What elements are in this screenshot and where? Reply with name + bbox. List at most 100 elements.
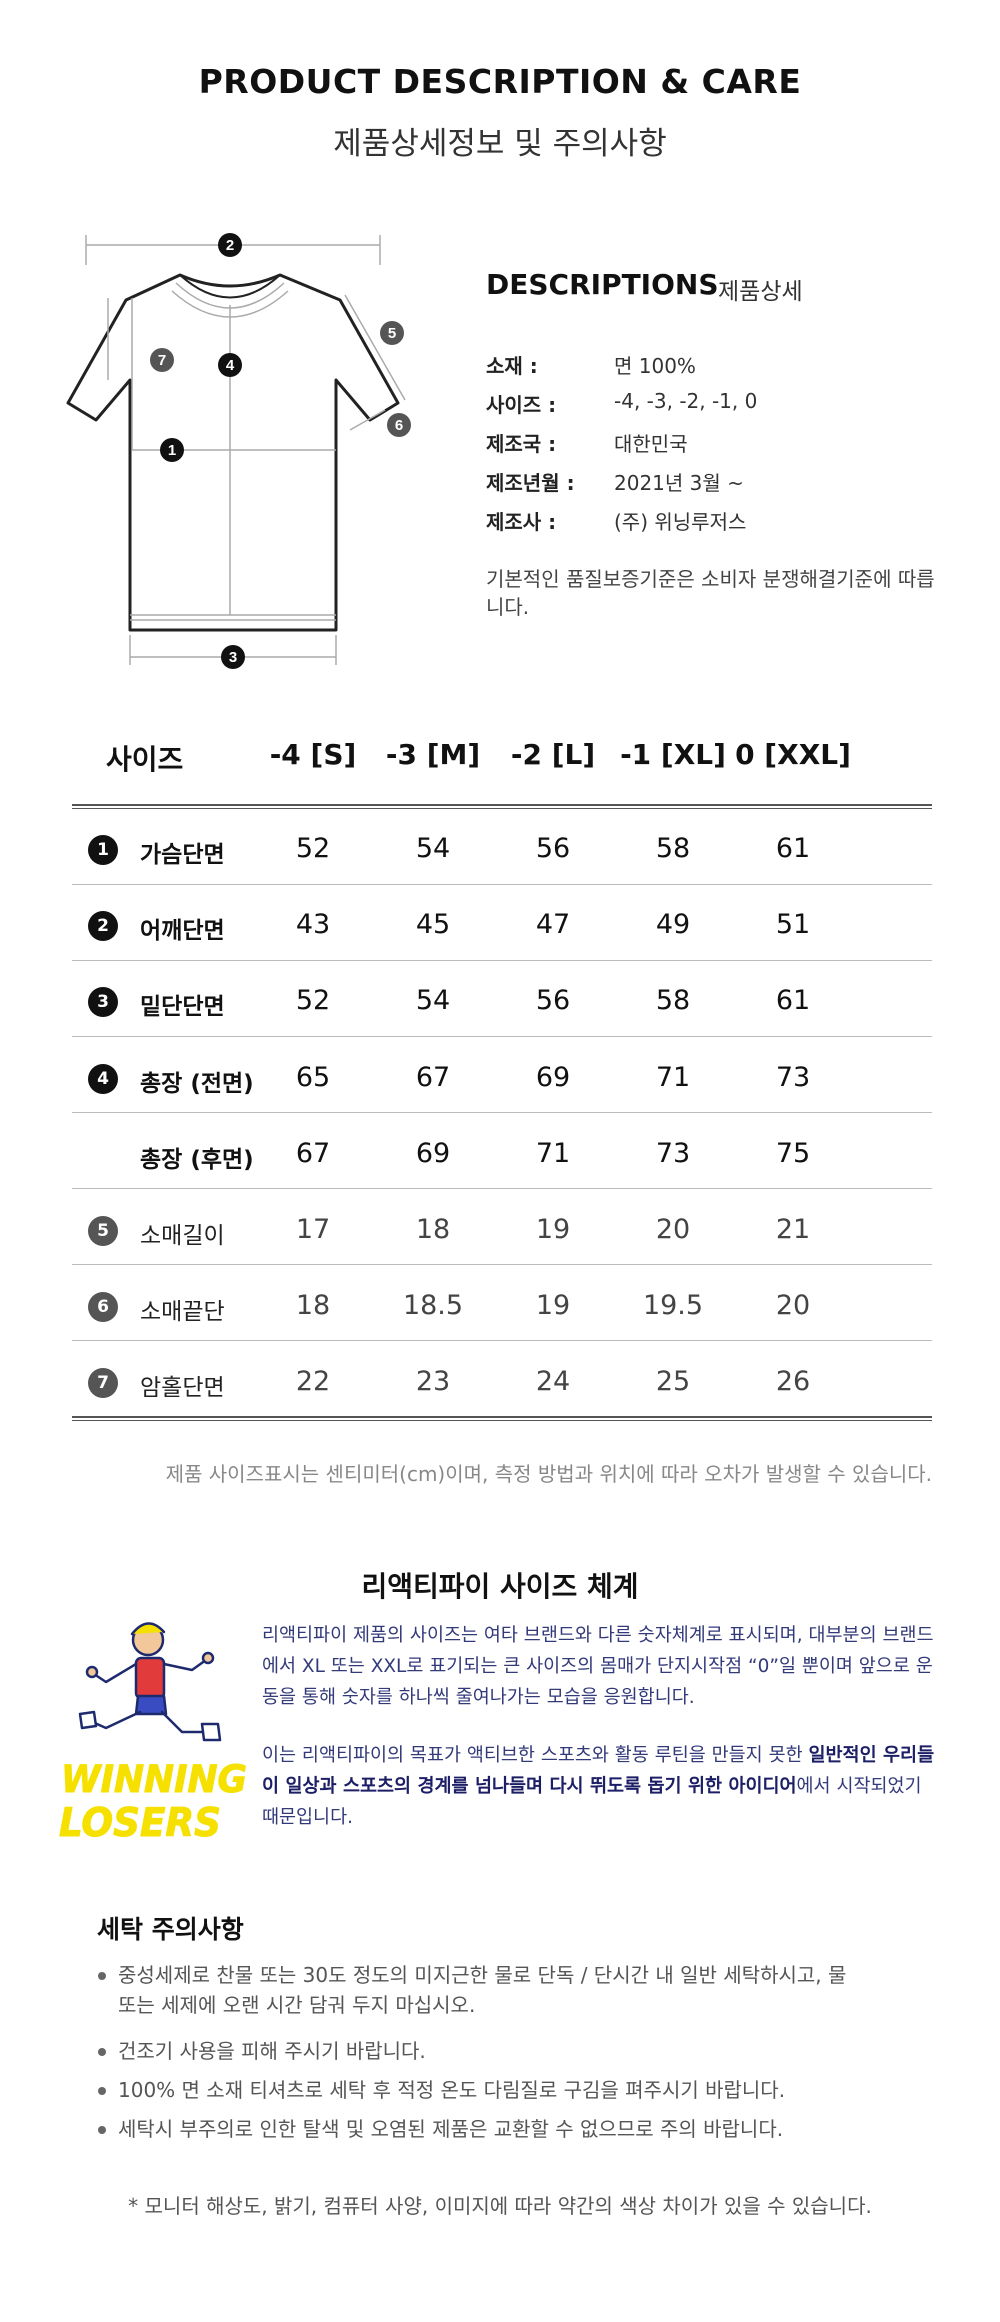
cell: 49 — [655, 909, 691, 940]
row-divider — [72, 1264, 932, 1265]
row-divider — [72, 1112, 932, 1113]
marker-3-label: 3 — [229, 649, 237, 666]
svg-text:LOSERS: LOSERS — [59, 1801, 221, 1846]
row-label-sleeve-opening: 소매끝단 — [140, 1299, 225, 1325]
bullet-icon — [98, 2126, 106, 2134]
marker-5: 5 — [380, 321, 404, 345]
row-marker: 3 — [88, 987, 118, 1017]
care-title: 세탁 주의사항 — [97, 1915, 244, 1944]
size-system-p2-text-end: 에서 시작되었기 때문입니다. — [262, 1776, 922, 1828]
row-divider — [72, 1340, 932, 1341]
table-header-rule — [72, 804, 932, 809]
winning-losers-logo: WINNING LOSERS — [59, 1622, 248, 1847]
marker-1-label: 1 — [168, 442, 176, 459]
cell: 71 — [655, 1062, 691, 1093]
cell: 18 — [415, 1214, 451, 1245]
spec-value-country: 대한민국 — [614, 432, 688, 456]
cell: 67 — [295, 1138, 331, 1169]
row-marker: 7 — [88, 1368, 118, 1398]
cell: 18.5 — [402, 1290, 464, 1321]
cell: 45 — [415, 909, 451, 940]
cell: 52 — [295, 833, 331, 864]
cell: 19.5 — [642, 1290, 704, 1321]
page-title: PRODUCT DESCRIPTION & CARE — [198, 62, 802, 101]
row-label-sleeve-length: 소매길이 — [140, 1223, 225, 1249]
row-divider — [72, 1036, 932, 1037]
care-item: 건조기 사용을 피해 주시기 바랍니다. — [96, 2036, 936, 2066]
care-item: 중성세제로 찬물 또는 30도 정도의 미지근한 물로 단독 / 단시간 내 일… — [96, 1960, 856, 2020]
descriptions-subheading: 제품상세 — [718, 279, 803, 305]
cell: 56 — [535, 985, 571, 1016]
marker-5-label: 5 — [388, 325, 396, 342]
bullet-icon — [98, 2048, 106, 2056]
quality-warranty-note: 기본적인 품질보증기준은 소비자 분쟁해결기준에 따릅니다. — [486, 567, 935, 619]
row-marker: 2 — [88, 911, 118, 941]
cell: 69 — [535, 1062, 571, 1093]
cell: 71 — [535, 1138, 571, 1169]
row-marker: 1 — [88, 835, 118, 865]
row-label-length-front: 총장 (전면) — [140, 1071, 254, 1097]
cell: 69 — [415, 1138, 451, 1169]
care-item: 100% 면 소재 티셔츠로 세탁 후 적정 온도 다림질로 구김을 펴주시기 … — [96, 2075, 936, 2105]
page-subtitle: 제품상세정보 및 주의사항 — [333, 126, 667, 162]
spec-value-manufactured: 2021년 3월 ~ — [614, 471, 744, 495]
cell: 20 — [655, 1214, 691, 1245]
cell: 56 — [535, 833, 571, 864]
cell: 54 — [415, 833, 451, 864]
size-system-paragraph-2: 이는 리액티파이의 목표가 액티브한 스포츠와 활동 루틴을 만들지 못한 일반… — [262, 1740, 942, 1833]
cell: 47 — [535, 909, 571, 940]
tshirt-collar — [179, 274, 281, 299]
row-divider — [72, 1188, 932, 1189]
cell: 22 — [295, 1366, 331, 1397]
size-col-xl: -1 [XL] — [620, 738, 726, 771]
marker-6-label: 6 — [395, 417, 403, 434]
cell: 75 — [775, 1138, 811, 1169]
cell: 26 — [775, 1366, 811, 1397]
row-label-chest: 가슴단면 — [140, 842, 225, 868]
color-disclaimer-note: * 모니터 해상도, 밝기, 컴퓨터 사양, 이미지에 따라 약간의 색상 차이… — [128, 2194, 872, 2218]
row-label-armhole: 암홀단면 — [140, 1375, 225, 1401]
svg-text:WINNING: WINNING — [61, 1758, 247, 1801]
marker-4-label: 4 — [226, 357, 235, 374]
cell: 23 — [415, 1366, 451, 1397]
row-marker: 6 — [88, 1292, 118, 1322]
bullet-icon — [98, 2087, 106, 2095]
spec-label-manufacturer: 제조사 : — [486, 510, 557, 534]
size-system-p2-text: 이는 리액티파이의 목표가 액티브한 스포츠와 활동 루틴을 만들지 못한 — [262, 1745, 809, 1766]
size-system-title: 리액티파이 사이즈 체계 — [361, 1570, 639, 1603]
marker-2: 2 — [218, 233, 242, 257]
size-measurement-note: 제품 사이즈표시는 센티미터(cm)이며, 측정 방법과 위치에 따라 오차가 … — [165, 1462, 932, 1486]
bullet-icon — [98, 1972, 106, 1980]
marker-7: 7 — [150, 348, 174, 372]
cell: 51 — [775, 909, 811, 940]
marker-4: 4 — [218, 353, 242, 377]
row-divider — [72, 960, 932, 961]
cell: 54 — [415, 985, 451, 1016]
spec-value-material: 면 100% — [614, 354, 696, 378]
row-label-shoulder: 어깨단면 — [140, 918, 225, 944]
marker-1: 1 — [160, 438, 184, 462]
cell: 73 — [655, 1138, 691, 1169]
cell: 25 — [655, 1366, 691, 1397]
spec-value-manufacturer: (주) 위닝루저스 — [614, 510, 747, 534]
cell: 58 — [655, 985, 691, 1016]
cell: 19 — [535, 1214, 571, 1245]
row-marker: 5 — [88, 1216, 118, 1246]
cell: 18 — [295, 1290, 331, 1321]
care-item-text: 중성세제로 찬물 또는 30도 정도의 미지근한 물로 단독 / 단시간 내 일… — [118, 1963, 847, 2017]
marker-6: 6 — [387, 413, 411, 437]
care-item-text: 건조기 사용을 피해 주시기 바랍니다. — [118, 2039, 426, 2063]
size-col-s: -4 [S] — [269, 738, 357, 771]
spec-label-size: 사이즈 : — [486, 393, 557, 417]
descriptions-heading: DESCRIPTIONS — [486, 268, 719, 301]
care-item-text: 세탁시 부주의로 인한 탈색 및 오염된 제품은 교환할 수 없으므로 주의 바… — [118, 2117, 784, 2141]
cell: 43 — [295, 909, 331, 940]
row-marker: 4 — [88, 1064, 118, 1094]
cell: 67 — [415, 1062, 451, 1093]
row-label-hem: 밑단단면 — [140, 994, 225, 1020]
cell: 58 — [655, 833, 691, 864]
marker-7-label: 7 — [158, 352, 166, 369]
care-item-text: 100% 면 소재 티셔츠로 세탁 후 적정 온도 다림질로 구김을 펴주시기 … — [118, 2078, 786, 2102]
size-system-p2-emphasis: 일반적인 우리들이 일상과 스포츠의 경계를 넘나들며 다시 뛰도록 돕기 위한… — [262, 1745, 935, 1797]
cell: 61 — [775, 833, 811, 864]
